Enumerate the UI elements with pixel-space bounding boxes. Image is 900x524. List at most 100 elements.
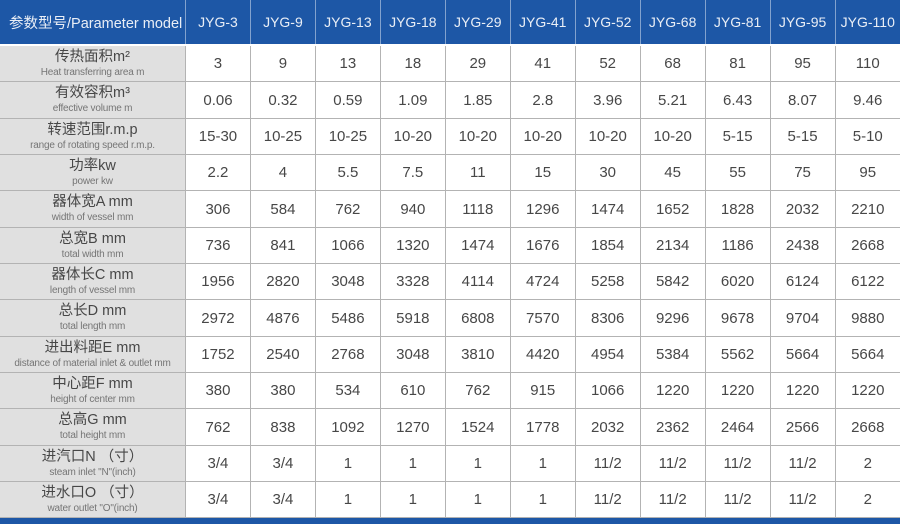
value-cell: 736 [185,226,251,265]
value-cell: 2768 [314,335,381,374]
value-cell: 4 [249,154,316,192]
value-cell: 3048 [314,263,381,301]
value-cell: 3328 [379,263,446,301]
value-cell: 2438 [769,226,836,265]
header-row: 参数型号/Parameter model JYG-3 JYG-9 JYG-13 JYG… [0,0,900,46]
value-cell: 8306 [574,299,641,337]
row-label-en: power kw [72,175,113,187]
value-cell: 1220 [834,372,900,410]
value-cell: 1 [444,481,511,519]
row-label-zh: 总高G mm [58,412,127,429]
value-cell: 75 [769,154,836,192]
value-cell: 1 [379,444,446,483]
value-cell: 11/2 [769,481,836,519]
column-header: JYG-41 [510,0,576,46]
row-label: 中心距F mm height of center mm [0,372,186,410]
column-header: JYG-110 [835,0,900,46]
value-cell: 5562 [704,335,771,374]
value-cell: 18 [379,44,446,83]
value-cell: 2134 [639,226,706,265]
value-cell: 30 [574,154,641,192]
value-cell: 1676 [509,226,576,265]
value-cell: 45 [639,154,706,192]
value-cell: 10-25 [249,117,316,156]
row-label: 传热面积m² Heat transferring area m [0,44,186,83]
value-cell: 2668 [834,408,900,446]
row-label-zh: 器体长C mm [51,267,134,284]
row-label-en: total length mm [59,321,126,333]
value-cell: 5486 [314,299,381,337]
value-cell: 95 [769,44,836,83]
value-cell: 95 [834,154,900,192]
value-cell: 1.09 [379,81,446,119]
value-cell: 1474 [444,226,511,265]
row-label-zh: 传热面积m² [55,49,130,65]
value-cell: 3/4 [249,481,316,519]
column-header: JYG-18 [380,0,446,46]
value-cell: 1524 [444,408,511,446]
value-cell: 1652 [639,190,706,228]
value-cell: 11/2 [574,444,641,483]
value-cell: 838 [249,408,316,446]
value-cell: 1270 [379,408,446,446]
row-label-zh: 中心距F mm [52,376,133,393]
value-cell: 5.5 [314,154,381,192]
value-cell: 1296 [509,190,576,228]
column-header: JYG-68 [640,0,706,46]
value-cell: 380 [249,372,316,410]
value-cell: 2540 [249,335,316,374]
value-cell: 1 [509,481,576,519]
table-row: 转速范围r.m.p range of rotating speed r.m.p. 1… [0,117,900,156]
value-cell: 1 [444,444,511,483]
row-label-en: total height mm [59,430,126,442]
value-cell: 3/4 [185,444,251,483]
value-cell: 1 [314,481,381,519]
value-cell: 1778 [509,408,576,446]
value-cell: 0.59 [314,81,381,119]
row-label-en: length of vessel mm [49,284,136,296]
table-row: 进汽口N （寸） steam inlet "N"(inch) 3/4 3/4 1 1 1 1 1… [0,444,900,483]
column-header: JYG-3 [185,0,251,46]
value-cell: 1092 [314,408,381,446]
value-cell: 5664 [769,335,836,374]
row-label-en: range of rotating speed r.m.p. [30,139,155,151]
value-cell: 11 [444,154,511,192]
value-cell: 584 [249,190,316,228]
row-label: 总长D mm total length mm [0,299,186,337]
value-cell: 6.43 [704,81,771,119]
table-row: 总长D mm total length mm 2972 4876 5486 5918 680… [0,299,900,337]
value-cell: 2668 [834,226,900,265]
value-cell: 2566 [769,408,836,446]
value-cell: 1 [314,444,381,483]
value-cell: 380 [185,372,251,410]
value-cell: 11/2 [769,444,836,483]
value-cell: 2 [834,444,900,483]
value-cell: 5918 [379,299,446,337]
value-cell: 11/2 [639,481,706,519]
row-label-en: distance of material inlet & outlet mm [14,357,171,369]
value-cell: 841 [249,226,316,265]
column-header: JYG-81 [705,0,771,46]
table-body: 传热面积m² Heat transferring area m 3 9 13 18 29 41… [0,44,900,519]
table-row: 总高G mm total height mm 762 838 1092 1270 1524 1… [0,408,900,446]
value-cell: 9296 [639,299,706,337]
row-label-zh: 进水口O （寸） [41,485,144,502]
value-cell: 10-25 [314,117,381,156]
value-cell: 10-20 [444,117,511,156]
value-cell: 6122 [834,263,900,301]
value-cell: 4114 [444,263,511,301]
value-cell: 52 [574,44,641,83]
value-cell: 2820 [249,263,316,301]
table-row: 进出料距E mm distance of material inlet & out… [0,335,900,374]
value-cell: 762 [444,372,511,410]
value-cell: 2972 [185,299,251,337]
value-cell: 7.5 [379,154,446,192]
value-cell: 11/2 [704,481,771,519]
row-label-en: Heat transferring area m [40,66,145,78]
column-header: JYG-29 [445,0,511,46]
value-cell: 1066 [314,226,381,265]
value-cell: 2.2 [185,154,251,192]
value-cell: 1956 [185,263,251,301]
value-cell: 2 [834,481,900,519]
